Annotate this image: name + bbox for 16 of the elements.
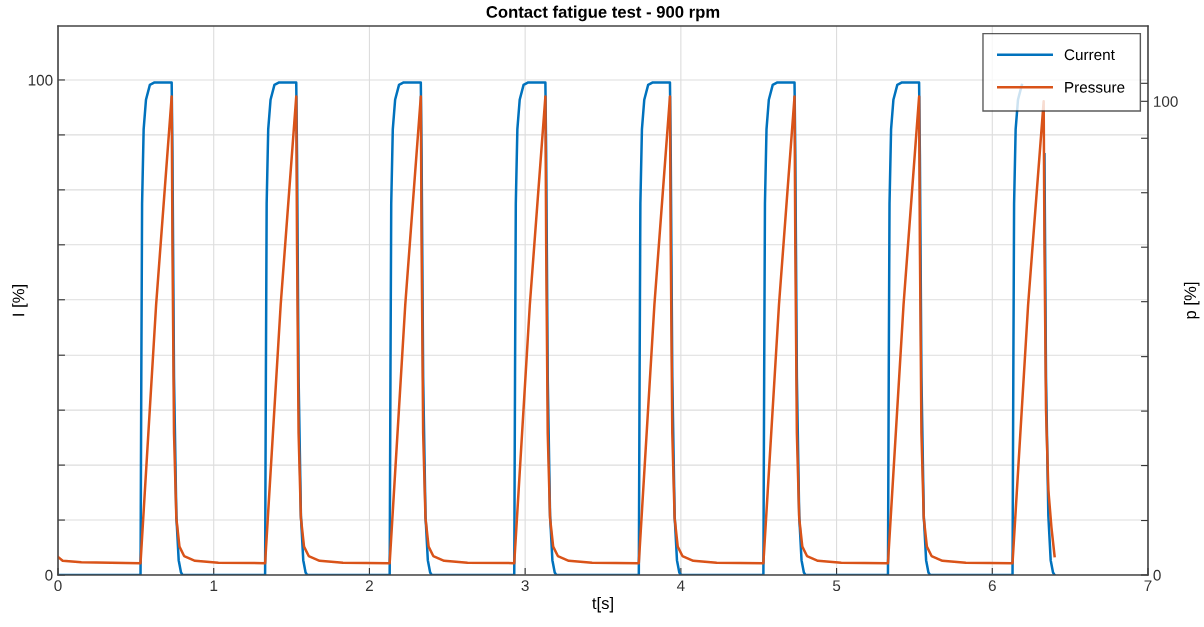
x-tick-label: 2 bbox=[365, 580, 373, 591]
chart-title: Contact fatigue test - 900 rpm bbox=[486, 5, 720, 22]
y2-tick-label: 100 bbox=[1154, 96, 1178, 107]
legend-label: Current bbox=[1064, 49, 1115, 61]
x-tick-label: 1 bbox=[210, 580, 218, 591]
x-tick-label: 4 bbox=[676, 580, 685, 591]
y2-axis-title: p [%] bbox=[1183, 282, 1200, 319]
y-axis-title: I [%] bbox=[12, 285, 28, 316]
x-tick-label: 3 bbox=[521, 580, 529, 592]
x-axis-title: t[s] bbox=[592, 596, 613, 613]
x-tick-label: 7 bbox=[1144, 580, 1152, 591]
x-tick-label: 6 bbox=[988, 580, 996, 592]
x-tick-label: 5 bbox=[832, 580, 841, 592]
legend-label: Pressure bbox=[1065, 82, 1125, 93]
x-tick-label: 0 bbox=[54, 580, 62, 592]
y2-tick-label: 0 bbox=[1153, 569, 1161, 581]
